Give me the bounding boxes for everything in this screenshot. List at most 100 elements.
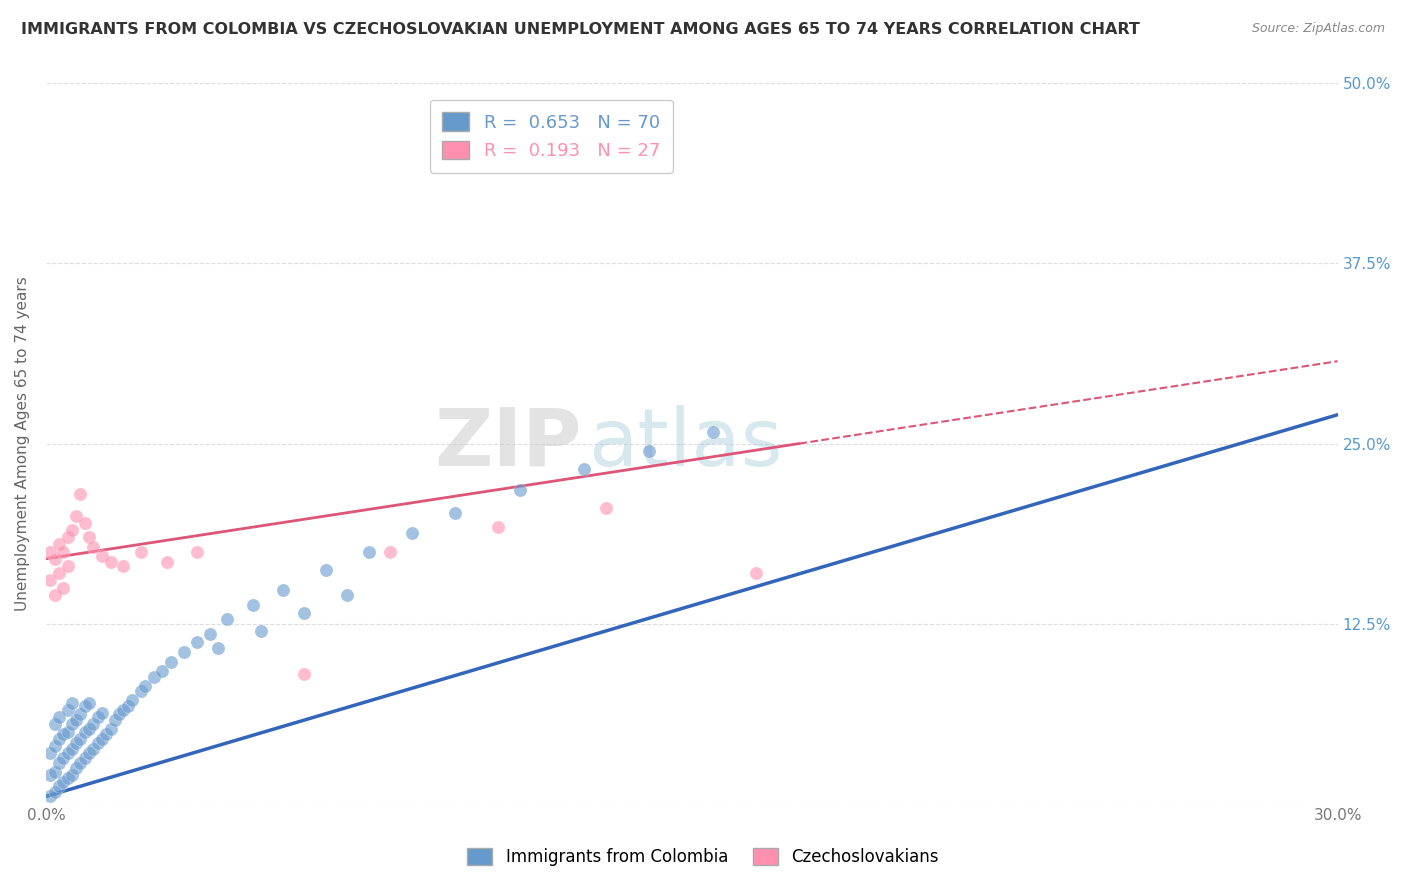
Point: [39, 789, 62, 804]
Point: [315, 563, 337, 577]
Point: [39, 768, 62, 782]
Point: [572, 462, 595, 476]
Point: [357, 544, 380, 558]
Point: [401, 525, 423, 540]
Point: [150, 664, 173, 678]
Text: Source: ZipAtlas.com: Source: ZipAtlas.com: [1251, 22, 1385, 36]
Point: [186, 635, 208, 649]
Legend: Immigrants from Colombia, Czechoslovakians: Immigrants from Colombia, Czechoslovakia…: [461, 841, 945, 873]
Point: [73, 750, 96, 764]
Point: [486, 520, 509, 534]
Point: [250, 624, 273, 638]
Point: [242, 598, 264, 612]
Point: [60, 523, 83, 537]
Point: [77, 746, 100, 760]
Point: [91, 706, 114, 720]
Point: [44, 717, 66, 731]
Point: [60, 696, 83, 710]
Point: [56, 558, 79, 573]
Point: [292, 607, 315, 621]
Point: [56, 771, 79, 785]
Point: [292, 667, 315, 681]
Point: [595, 501, 617, 516]
Point: [56, 530, 79, 544]
Point: [186, 544, 208, 558]
Point: [77, 696, 100, 710]
Point: [745, 566, 768, 581]
Point: [69, 707, 91, 722]
Point: [73, 698, 96, 713]
Point: [77, 530, 100, 544]
Point: [100, 722, 122, 736]
Point: [69, 756, 91, 771]
Point: [52, 775, 75, 789]
Point: [198, 626, 221, 640]
Point: [65, 736, 87, 750]
Point: [637, 443, 659, 458]
Point: [82, 540, 104, 554]
Point: [104, 713, 127, 727]
Point: [52, 750, 75, 764]
Point: [73, 516, 96, 530]
Point: [173, 645, 195, 659]
Point: [142, 670, 165, 684]
Point: [129, 684, 152, 698]
Point: [207, 641, 229, 656]
Point: [65, 761, 87, 775]
Point: [112, 558, 135, 573]
Point: [56, 703, 79, 717]
Text: ZIP: ZIP: [434, 405, 582, 483]
Point: [134, 679, 156, 693]
Point: [52, 581, 75, 595]
Point: [44, 551, 66, 566]
Legend: R =  0.653   N = 70, R =  0.193   N = 27: R = 0.653 N = 70, R = 0.193 N = 27: [430, 100, 672, 173]
Point: [86, 736, 108, 750]
Point: [91, 549, 114, 563]
Point: [100, 555, 122, 569]
Point: [69, 731, 91, 746]
Point: [52, 727, 75, 741]
Point: [82, 742, 104, 756]
Point: [117, 698, 139, 713]
Point: [702, 425, 724, 439]
Point: [44, 785, 66, 799]
Point: [380, 544, 402, 558]
Point: [108, 707, 131, 722]
Point: [160, 656, 183, 670]
Point: [96, 727, 118, 741]
Point: [52, 544, 75, 558]
Point: [39, 574, 62, 588]
Point: [91, 731, 114, 746]
Point: [73, 724, 96, 739]
Point: [56, 724, 79, 739]
Y-axis label: Unemployment Among Ages 65 to 74 years: Unemployment Among Ages 65 to 74 years: [15, 277, 30, 611]
Point: [509, 483, 531, 497]
Point: [121, 693, 143, 707]
Point: [82, 717, 104, 731]
Point: [215, 612, 238, 626]
Point: [155, 555, 177, 569]
Point: [60, 768, 83, 782]
Point: [60, 742, 83, 756]
Point: [69, 487, 91, 501]
Point: [48, 731, 70, 746]
Point: [39, 746, 62, 760]
Point: [44, 739, 66, 753]
Text: IMMIGRANTS FROM COLOMBIA VS CZECHOSLOVAKIAN UNEMPLOYMENT AMONG AGES 65 TO 74 YEA: IMMIGRANTS FROM COLOMBIA VS CZECHOSLOVAK…: [21, 22, 1140, 37]
Point: [65, 713, 87, 727]
Point: [60, 717, 83, 731]
Point: [112, 703, 135, 717]
Point: [39, 544, 62, 558]
Point: [444, 506, 467, 520]
Point: [65, 508, 87, 523]
Text: atlas: atlas: [589, 405, 783, 483]
Point: [271, 583, 294, 598]
Point: [86, 710, 108, 724]
Point: [48, 566, 70, 581]
Point: [44, 764, 66, 779]
Point: [56, 746, 79, 760]
Point: [44, 588, 66, 602]
Point: [77, 722, 100, 736]
Point: [48, 537, 70, 551]
Point: [336, 588, 359, 602]
